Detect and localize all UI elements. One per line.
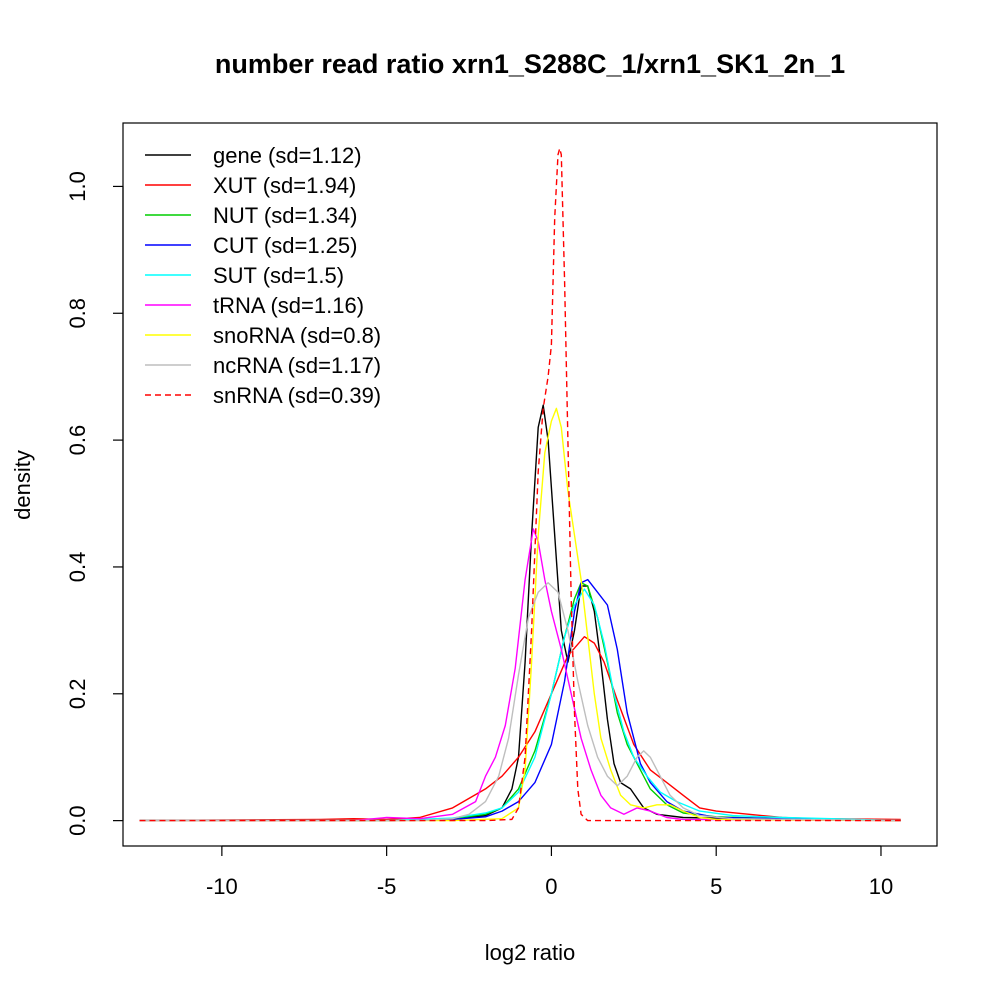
series-line-5 bbox=[139, 528, 901, 822]
y-axis-label: density bbox=[10, 450, 35, 520]
series-line-6 bbox=[139, 407, 901, 822]
legend: gene (sd=1.12) XUT (sd=1.94) NUT (sd=1.34)… bbox=[145, 143, 381, 408]
legend-label-5: tRNA (sd=1.16) bbox=[213, 293, 364, 318]
y-tick-label: 0.6 bbox=[65, 425, 90, 456]
series-line-8 bbox=[139, 147, 901, 822]
x-axis: -10 -5 0 5 10 bbox=[206, 845, 893, 899]
series-layer bbox=[139, 147, 901, 822]
chart-title: number read ratio xrn1_S288C_1/xrn1_SK1_… bbox=[215, 49, 845, 79]
x-tick-label: 0 bbox=[545, 874, 557, 899]
y-tick-label: 1.0 bbox=[65, 171, 90, 202]
series-line-4 bbox=[139, 588, 901, 822]
x-tick-label: -5 bbox=[377, 874, 397, 899]
x-tick-label: 10 bbox=[869, 874, 893, 899]
y-tick-label: 0.4 bbox=[65, 552, 90, 583]
x-tick-label: 5 bbox=[710, 874, 722, 899]
y-tick-label: 0.8 bbox=[65, 298, 90, 329]
legend-label-0: gene (sd=1.12) bbox=[213, 143, 362, 168]
legend-label-2: NUT (sd=1.34) bbox=[213, 203, 357, 228]
y-tick-label: 0.0 bbox=[65, 805, 90, 836]
series-line-7 bbox=[139, 582, 901, 822]
series-line-0 bbox=[139, 404, 901, 822]
legend-label-7: ncRNA (sd=1.17) bbox=[213, 353, 381, 378]
x-axis-label: log2 ratio bbox=[485, 940, 576, 965]
legend-label-1: XUT (sd=1.94) bbox=[213, 173, 356, 198]
legend-label-3: CUT (sd=1.25) bbox=[213, 233, 357, 258]
plot-frame bbox=[122, 122, 938, 847]
series-line-3 bbox=[139, 578, 901, 822]
y-axis: 0.0 0.2 0.4 0.6 0.8 1.0 bbox=[65, 171, 124, 836]
x-tick-label: -10 bbox=[206, 874, 238, 899]
legend-label-8: snRNA (sd=0.39) bbox=[213, 383, 381, 408]
y-tick-label: 0.2 bbox=[65, 678, 90, 709]
series-line-1 bbox=[139, 636, 901, 822]
legend-label-6: snoRNA (sd=0.8) bbox=[213, 323, 381, 348]
legend-label-4: SUT (sd=1.5) bbox=[213, 263, 344, 288]
